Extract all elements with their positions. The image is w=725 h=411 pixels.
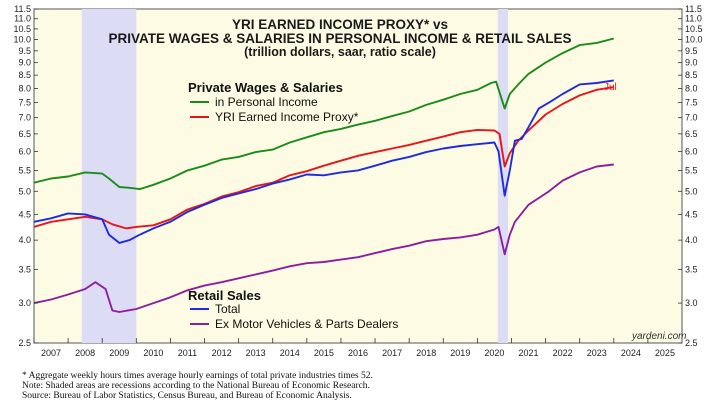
y-tick-label-left: 6.0 — [18, 146, 31, 156]
credit-yardeni: yardeni.com — [632, 331, 687, 342]
x-tick-label: 2016 — [348, 348, 368, 358]
y-tick-label-right: 4.0 — [685, 235, 698, 245]
y-tick-label-right: 8.0 — [685, 83, 698, 93]
y-tick-label-left: 11.5 — [14, 4, 31, 14]
y-tick-label-left: 6.5 — [18, 129, 31, 139]
x-tick-label: 2024 — [621, 348, 641, 358]
y-tick-label-right: 6.5 — [685, 129, 698, 139]
x-tick-label: 2014 — [280, 348, 300, 358]
legend-item-proxy: YRI Earned Income Proxy* — [215, 110, 359, 124]
legend-header-retail: Retail Sales — [188, 288, 261, 303]
series-line-3 — [33, 163, 614, 313]
y-tick-label-right: 3.5 — [685, 264, 698, 274]
y-tick-label-right: 6.0 — [685, 146, 698, 156]
y-tick-label-right: 11.5 — [685, 4, 702, 14]
x-tick-label: 2011 — [178, 348, 197, 358]
x-tick-label: 2008 — [75, 348, 95, 358]
legend-item-exmotor: Ex Motor Vehicles & Parts Dealers — [215, 317, 399, 331]
chart-title: YRI EARNED INCOME PROXY* vs — [231, 17, 449, 32]
y-tick-label-left: 5.0 — [18, 186, 31, 196]
x-tick-label: 2009 — [109, 348, 129, 358]
y-tick-label-right: 7.5 — [685, 98, 698, 108]
y-tick-label-right: 4.5 — [685, 209, 698, 219]
series-line-1 — [33, 86, 614, 230]
y-tick-label-right: 5.0 — [685, 186, 698, 196]
y-tick-label-left: 4.0 — [18, 235, 31, 245]
x-tick-label: 2007 — [41, 348, 61, 358]
recession-band-1 — [497, 9, 509, 343]
y-tick-label-right: 5.5 — [685, 165, 698, 175]
y-tick-label-right: 8.5 — [685, 70, 698, 80]
y-tick-label-left: 4.5 — [18, 209, 31, 219]
legend-header-wages: Private Wages & Salaries — [188, 80, 343, 95]
y-tick-label-left: 5.5 — [18, 165, 31, 175]
y-tick-label-left: 10.5 — [13, 24, 31, 34]
y-tick-label-left: 7.5 — [18, 98, 31, 108]
x-tick-label: 2020 — [484, 348, 504, 358]
legend-item-total: Total — [215, 302, 241, 316]
recession-band-0 — [81, 9, 137, 343]
y-tick-label-right: 2.5 — [685, 338, 698, 348]
y-tick-label-left: 9.5 — [18, 46, 31, 56]
y-tick-label-right: 10.5 — [685, 24, 703, 34]
y-tick-label-left: 9.0 — [18, 58, 31, 68]
y-tick-label-left: 8.5 — [18, 70, 31, 80]
legend-item-wages: in Personal Income — [215, 95, 318, 109]
series-line-2 — [33, 79, 614, 244]
chart-subtitle: PRIVATE WAGES & SALARIES IN PERSONAL INC… — [108, 31, 572, 46]
footnote-3: Source: Bureau of Labor Statistics, Cens… — [22, 391, 352, 401]
x-tick-label: 2012 — [212, 348, 232, 358]
x-tick-label: 2015 — [314, 348, 334, 358]
y-tick-label-right: 11.0 — [685, 14, 702, 24]
x-tick-label: 2022 — [553, 348, 573, 358]
y-tick-label-right: 9.5 — [685, 46, 698, 56]
x-tick-label: 2021 — [519, 348, 539, 358]
chart-units-note: (trillion dollars, saar, ratio scale) — [244, 45, 436, 59]
y-tick-label-left: 8.0 — [18, 83, 31, 93]
footnote-2: Note: Shaded areas are recessions accord… — [22, 381, 370, 391]
y-tick-label-left: 10.0 — [13, 35, 31, 45]
y-tick-label-right: 3.0 — [685, 298, 698, 308]
x-tick-label: 2019 — [450, 348, 470, 358]
y-tick-label-left: 11.0 — [14, 14, 31, 24]
x-tick-label: 2023 — [587, 348, 607, 358]
y-tick-label-right: 9.0 — [685, 58, 698, 68]
x-tick-label: 2017 — [382, 348, 402, 358]
y-tick-label-right: 10.0 — [685, 35, 703, 45]
end-label-jul: Jul — [604, 82, 617, 93]
y-tick-label-left: 3.0 — [18, 298, 31, 308]
y-tick-label-left: 3.5 — [18, 264, 31, 274]
x-tick-label: 2025 — [655, 348, 675, 358]
x-tick-label: 2010 — [143, 348, 163, 358]
series-line-0 — [33, 37, 615, 191]
y-tick-label-right: 7.0 — [685, 113, 698, 123]
x-tick-label: 2018 — [416, 348, 436, 358]
y-tick-label-left: 2.5 — [18, 338, 31, 348]
y-tick-label-left: 7.0 — [18, 113, 31, 123]
x-tick-label: 2013 — [246, 348, 266, 358]
footnote-1: * Aggregate weekly hours times average h… — [22, 371, 373, 381]
